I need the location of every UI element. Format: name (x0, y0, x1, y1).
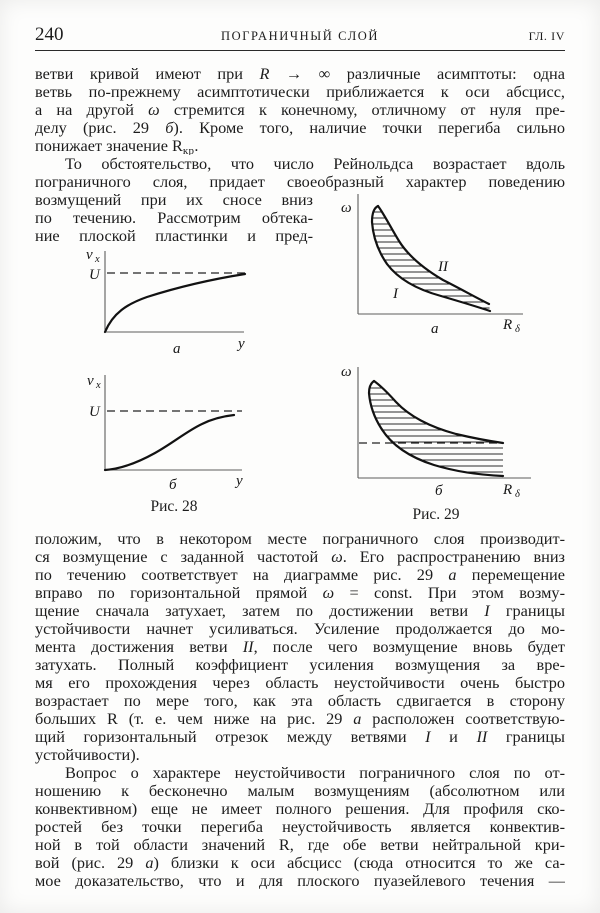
y-axis-label-omega: ω (341, 364, 352, 380)
body-text: ветви кривой имеют при R → ∞ различные а… (35, 65, 565, 890)
text-line: делу (рис. 29 б). Кроме того, наличие то… (35, 119, 565, 137)
velocity-profile-curve (103, 413, 236, 472)
panel-label: а (173, 341, 181, 355)
text-line: устойчивости). (35, 746, 140, 764)
paragraph-2-continued: положим, что в некотором месте пограничн… (35, 530, 565, 764)
branch-I-label: I (392, 286, 399, 302)
text-line: конвективном) еще не имеет полного решен… (35, 800, 565, 818)
text-line: мента достижения ветви II, после чего во… (35, 638, 565, 656)
text-line: мя его прохождения через область неустой… (35, 674, 565, 692)
running-title: ПОГРАНИЧНЫЙ СЛОЙ (220, 29, 380, 43)
panel-label: б (435, 483, 443, 499)
branch-II-label: II (437, 259, 449, 275)
chapter-label: ГЛ. IV (528, 29, 565, 43)
figure-29a-stability-diagram: ω I II R δ а (341, 194, 523, 337)
y-axis-label: v (86, 247, 93, 263)
text-line: понижает значение Rкр. (35, 137, 199, 155)
figure-29-caption: Рис. 29 (412, 506, 460, 523)
y-axis-label: v (87, 373, 94, 389)
figure-block: возмущений при их сносе вниз по течению. … (35, 191, 565, 524)
text-line: устойчивости начнет усиливаться. Усилени… (35, 620, 565, 638)
text-line: мое доказательство, что и для плоского п… (35, 872, 565, 890)
text-line: То обстоятельство, что число Рейнольдса … (65, 155, 565, 173)
page-number: 240 (35, 24, 64, 45)
text-line: вправо по горизонтальной прямой ω = cons… (35, 584, 565, 602)
text-line: возрастает по мере того, как эта область… (35, 692, 565, 710)
text-line: положим, что в некотором месте пограничн… (35, 530, 565, 548)
text-line: по течению соответствует на диаграмме ри… (35, 566, 565, 584)
text-line: ся возмущение с заданной частотой ω. Его… (35, 548, 565, 566)
paragraph-2-wrap: возмущений при их сносе вниз по течению. … (35, 191, 313, 245)
text-line: затухать. Полный коэффициент усиления во… (35, 656, 565, 674)
x-axis-label-R: R (502, 317, 512, 333)
x-axis-subscript-delta: δ (515, 489, 521, 500)
text-line: возмущений при их сносе вниз (35, 191, 313, 209)
y-axis-label-omega: ω (341, 200, 352, 216)
text-line: больших R (т. е. чем ниже на рис. 29 а р… (35, 710, 565, 728)
text-line: по течению. Рассмотрим обтека- (35, 209, 313, 227)
text-line: Вопрос о характере неустойчивости погран… (65, 764, 565, 782)
paragraph-1: ветви кривой имеют при R → ∞ различные а… (35, 65, 565, 155)
asymptote-label-U: U (89, 404, 101, 420)
panel-label: а (431, 321, 439, 337)
paragraph-3: Вопрос о характере неустойчивости погран… (35, 764, 565, 890)
upper-branch-curve (372, 379, 505, 445)
right-column: ω I II R δ а (331, 191, 565, 524)
text-line: ростей без точки перегиба неустойчивость… (35, 818, 565, 836)
text-line: ветвь по-прежнему асимптотически приближ… (35, 83, 565, 101)
paragraph-2-start: То обстоятельство, что число Рейнольдса … (35, 155, 565, 191)
figure-28a-velocity-profile: v x U y а (86, 247, 247, 355)
text-line: вой (рис. 29 а) близки к оси абсцисс (сю… (35, 854, 565, 872)
text-line: пограничного слоя, придает своеобразный … (35, 173, 565, 191)
text-line: а на другой ω стремится к конечному, отл… (35, 101, 565, 119)
page-header: 240 ПОГРАНИЧНЫЙ СЛОЙ ГЛ. IV (35, 24, 565, 51)
panel-label: б (169, 477, 177, 493)
text-line: ветви кривой имеют при R → ∞ различные а… (35, 65, 565, 83)
y-axis-subscript: x (95, 380, 101, 391)
branch-I-curve (370, 204, 492, 313)
text-line: щий горизонтальный отрезок между ветвями… (35, 728, 565, 746)
figure-29b-stability-diagram: ω R δ б (341, 364, 531, 500)
text-line: щение сначала затухает, затем по достиже… (35, 602, 565, 620)
figure-28-caption: Рис. 28 (150, 498, 198, 515)
x-axis-subscript-delta: δ (515, 324, 521, 335)
text-line: ние плоской пластинки и пред- (35, 227, 313, 245)
left-column: возмущений при их сносе вниз по течению. … (35, 191, 313, 516)
text-line: ношению к бесконечно малым возмущениям (… (35, 782, 565, 800)
velocity-profile-curve (103, 272, 247, 334)
y-axis-subscript: x (94, 254, 100, 265)
lower-branch-curve (367, 379, 505, 478)
x-axis-label: y (234, 473, 243, 489)
figure-28b-velocity-profile: v x U y б (87, 373, 243, 493)
x-axis-label: y (236, 336, 245, 352)
text-line: ной в той области значений R, где обе ве… (35, 836, 565, 854)
asymptote-label-U: U (89, 267, 101, 283)
x-axis-label-R: R (502, 482, 512, 498)
branch-II-curve (376, 204, 491, 306)
